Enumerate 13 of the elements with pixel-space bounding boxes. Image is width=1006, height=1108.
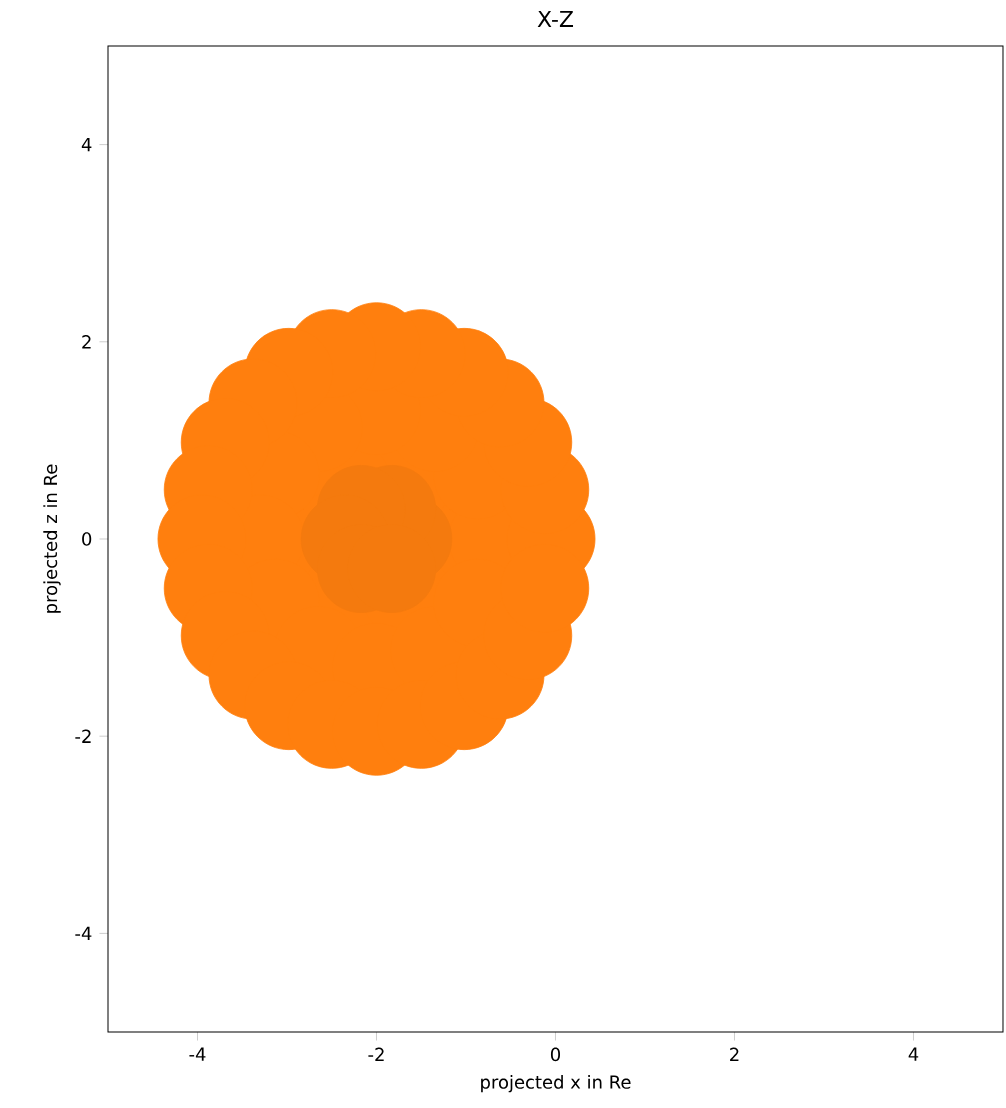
y-tick-label: -4: [75, 926, 92, 940]
y-axis-title: projected z in Re: [43, 464, 61, 613]
y-tick-label: 2: [82, 335, 91, 349]
x-axis-title: projected x in Re: [481, 1074, 631, 1093]
y-tick-label: 0: [82, 532, 92, 546]
x-tick-label: -2: [368, 1047, 384, 1061]
y-tick-label: -2: [75, 729, 91, 743]
chart-title: X-Z: [537, 10, 574, 27]
y-tick-label: 4: [81, 138, 92, 152]
x-tick-label: 0: [550, 1047, 561, 1062]
x-tick-label: -4: [189, 1047, 206, 1061]
x-tick-label: 4: [908, 1047, 919, 1061]
x-tick-label: 2: [730, 1047, 739, 1061]
